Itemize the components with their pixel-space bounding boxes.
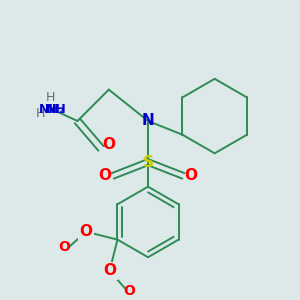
Text: S: S (142, 154, 154, 169)
Text: O: O (102, 137, 115, 152)
Text: O: O (103, 263, 116, 278)
Text: O: O (103, 263, 116, 278)
Text: N: N (142, 113, 154, 128)
Text: NH₂: NH₂ (39, 103, 65, 116)
Text: O: O (58, 240, 70, 254)
Text: H: H (35, 106, 45, 120)
Text: H: H (45, 91, 55, 104)
Text: O: O (80, 224, 93, 239)
Text: O: O (80, 224, 93, 239)
Text: O: O (185, 168, 198, 183)
Text: O: O (98, 168, 111, 183)
Text: O: O (123, 284, 135, 298)
Text: NH: NH (46, 103, 66, 116)
